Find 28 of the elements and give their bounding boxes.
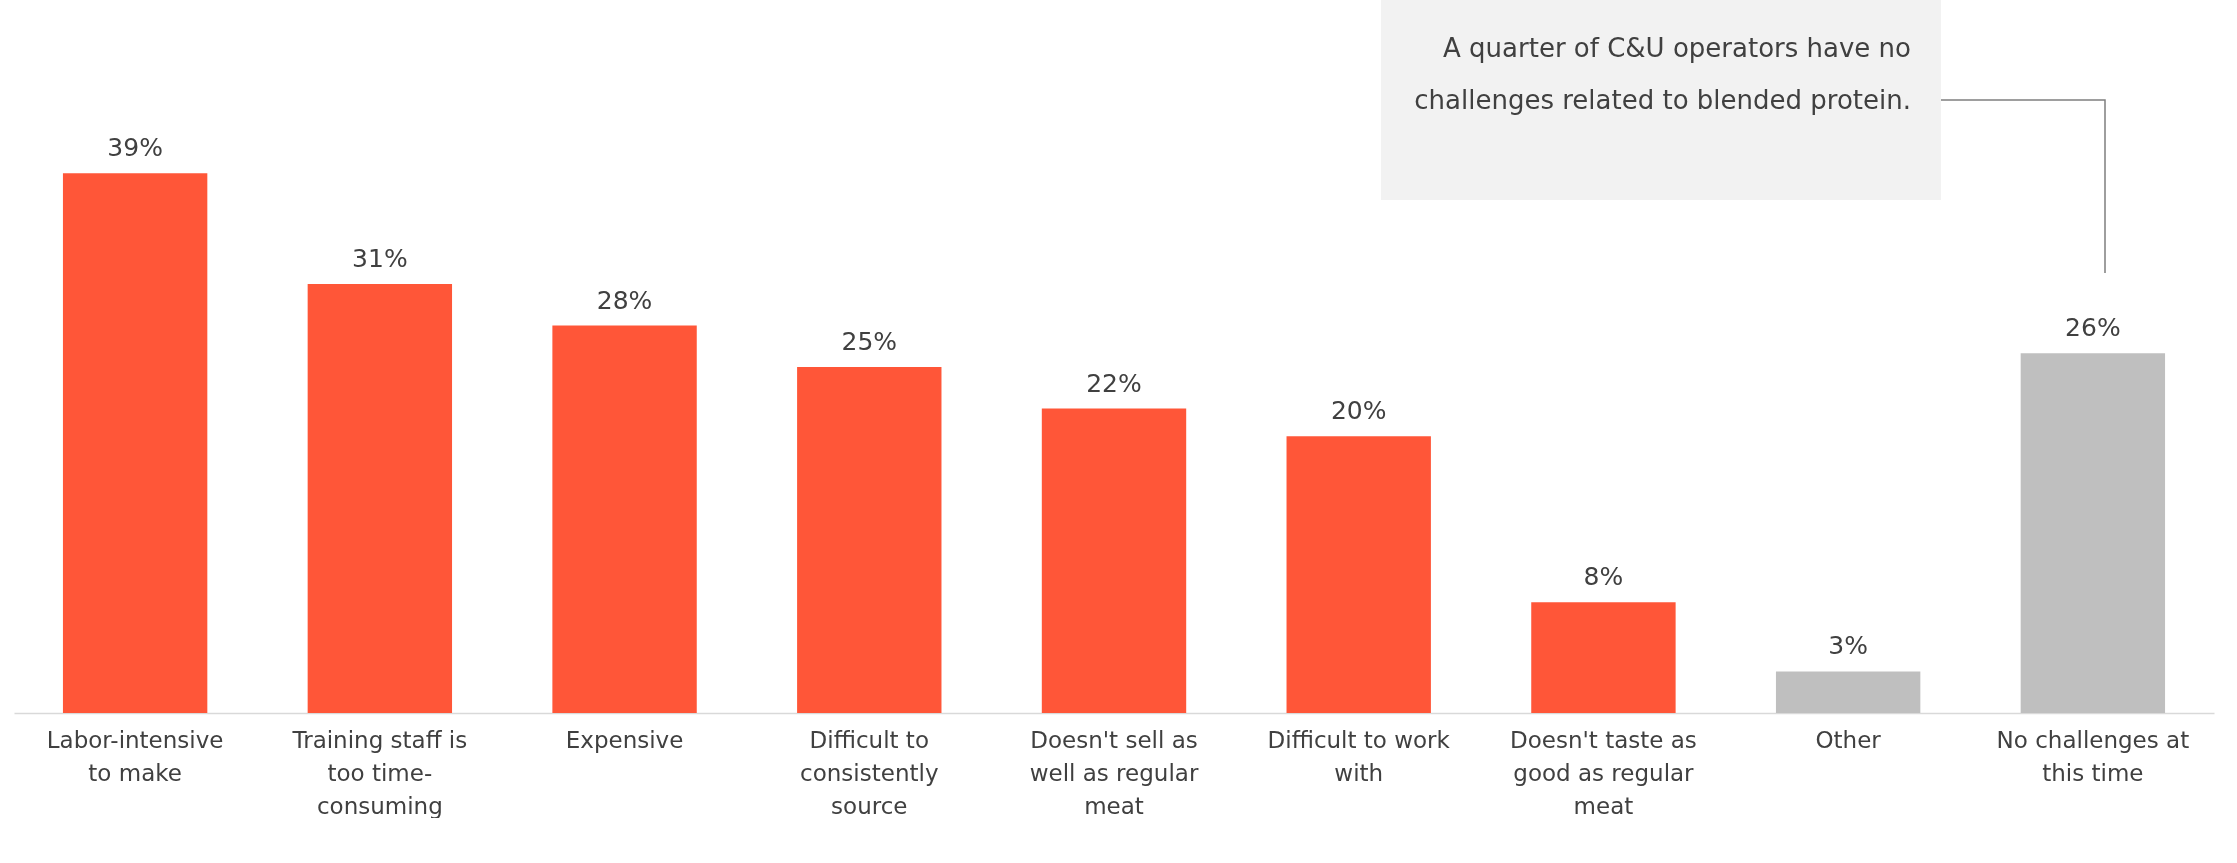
x-tick-label: No challenges at this time	[1996, 726, 2190, 786]
bar	[797, 367, 942, 713]
x-tick-label: Difficult to consistently source	[800, 726, 939, 819]
bar	[1041, 408, 1187, 713]
data-label: 22%	[1086, 368, 1142, 398]
data-label: 28%	[596, 285, 653, 315]
bar	[1286, 436, 1431, 713]
data-label: 39%	[107, 133, 163, 163]
data-label: 25%	[841, 327, 898, 357]
x-tick-label: Training staff is too time-consuming	[291, 726, 468, 819]
bar	[1775, 671, 1921, 713]
x-tick-label: Doesn't sell as well as regular meat	[1029, 726, 1199, 819]
bar	[1531, 602, 1676, 713]
x-tick-label: Other	[1815, 726, 1882, 753]
x-tick-label: Difficult to work with	[1267, 726, 1451, 786]
data-label: 20%	[1330, 396, 1387, 426]
x-tick-label: Doesn't taste as good as regular meat	[1510, 726, 1697, 819]
bar	[62, 173, 208, 713]
bar	[307, 284, 453, 713]
x-tick-label: Labor-intensive to make	[46, 726, 224, 786]
bar	[552, 325, 697, 713]
data-label: 31%	[352, 244, 408, 274]
data-label: 26%	[2065, 313, 2121, 343]
callout-box: A quarter of C&U operators have no challenges related to blended protein.	[1381, 0, 1941, 200]
data-label: 3%	[1828, 631, 1868, 661]
bar	[2020, 353, 2166, 713]
x-tick-label: Expensive	[565, 726, 684, 753]
data-label: 8%	[1583, 562, 1624, 592]
